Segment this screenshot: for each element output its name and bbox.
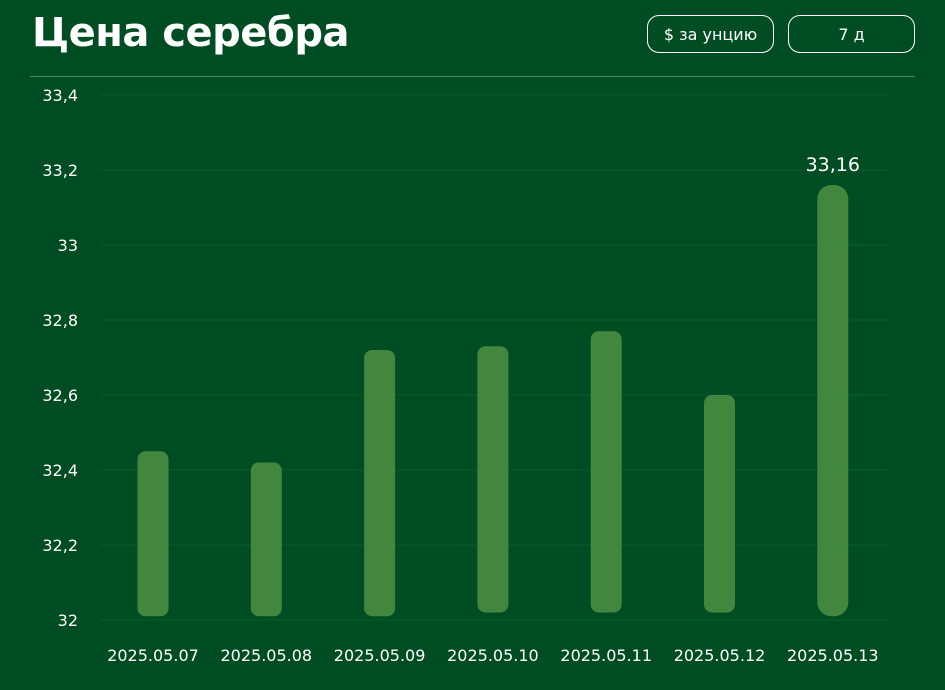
bar <box>250 462 282 617</box>
x-tick-label: 2025.05.09 <box>334 646 426 665</box>
period-selector-button[interactable]: 7 д <box>788 15 915 53</box>
bar <box>590 331 622 613</box>
bar <box>137 451 169 617</box>
y-tick-label: 32 <box>58 611 78 630</box>
y-tick-label: 33 <box>58 236 78 255</box>
x-tick-label: 2025.05.10 <box>447 646 539 665</box>
y-tick-label: 32,6 <box>42 386 78 405</box>
bar <box>704 395 735 613</box>
bar <box>817 185 849 617</box>
y-tick-label: 32,2 <box>42 536 78 555</box>
x-tick-label: 2025.05.11 <box>560 646 652 665</box>
x-tick-label: 2025.05.07 <box>107 646 199 665</box>
y-tick-label: 33,4 <box>42 86 78 105</box>
y-tick-label: 32,4 <box>42 461 78 480</box>
bar <box>364 350 396 617</box>
x-tick-label: 2025.05.08 <box>220 646 312 665</box>
data-label: 33,16 <box>806 154 860 176</box>
header-divider <box>30 76 915 77</box>
bar <box>477 346 509 613</box>
unit-selector-button[interactable]: $ за унцию <box>647 15 774 53</box>
page-title: Цена серебра <box>32 10 349 56</box>
y-tick-label: 33,2 <box>42 161 78 180</box>
x-tick-label: 2025.05.12 <box>674 646 766 665</box>
y-tick-label: 32,8 <box>42 311 78 330</box>
x-tick-label: 2025.05.13 <box>787 646 879 665</box>
